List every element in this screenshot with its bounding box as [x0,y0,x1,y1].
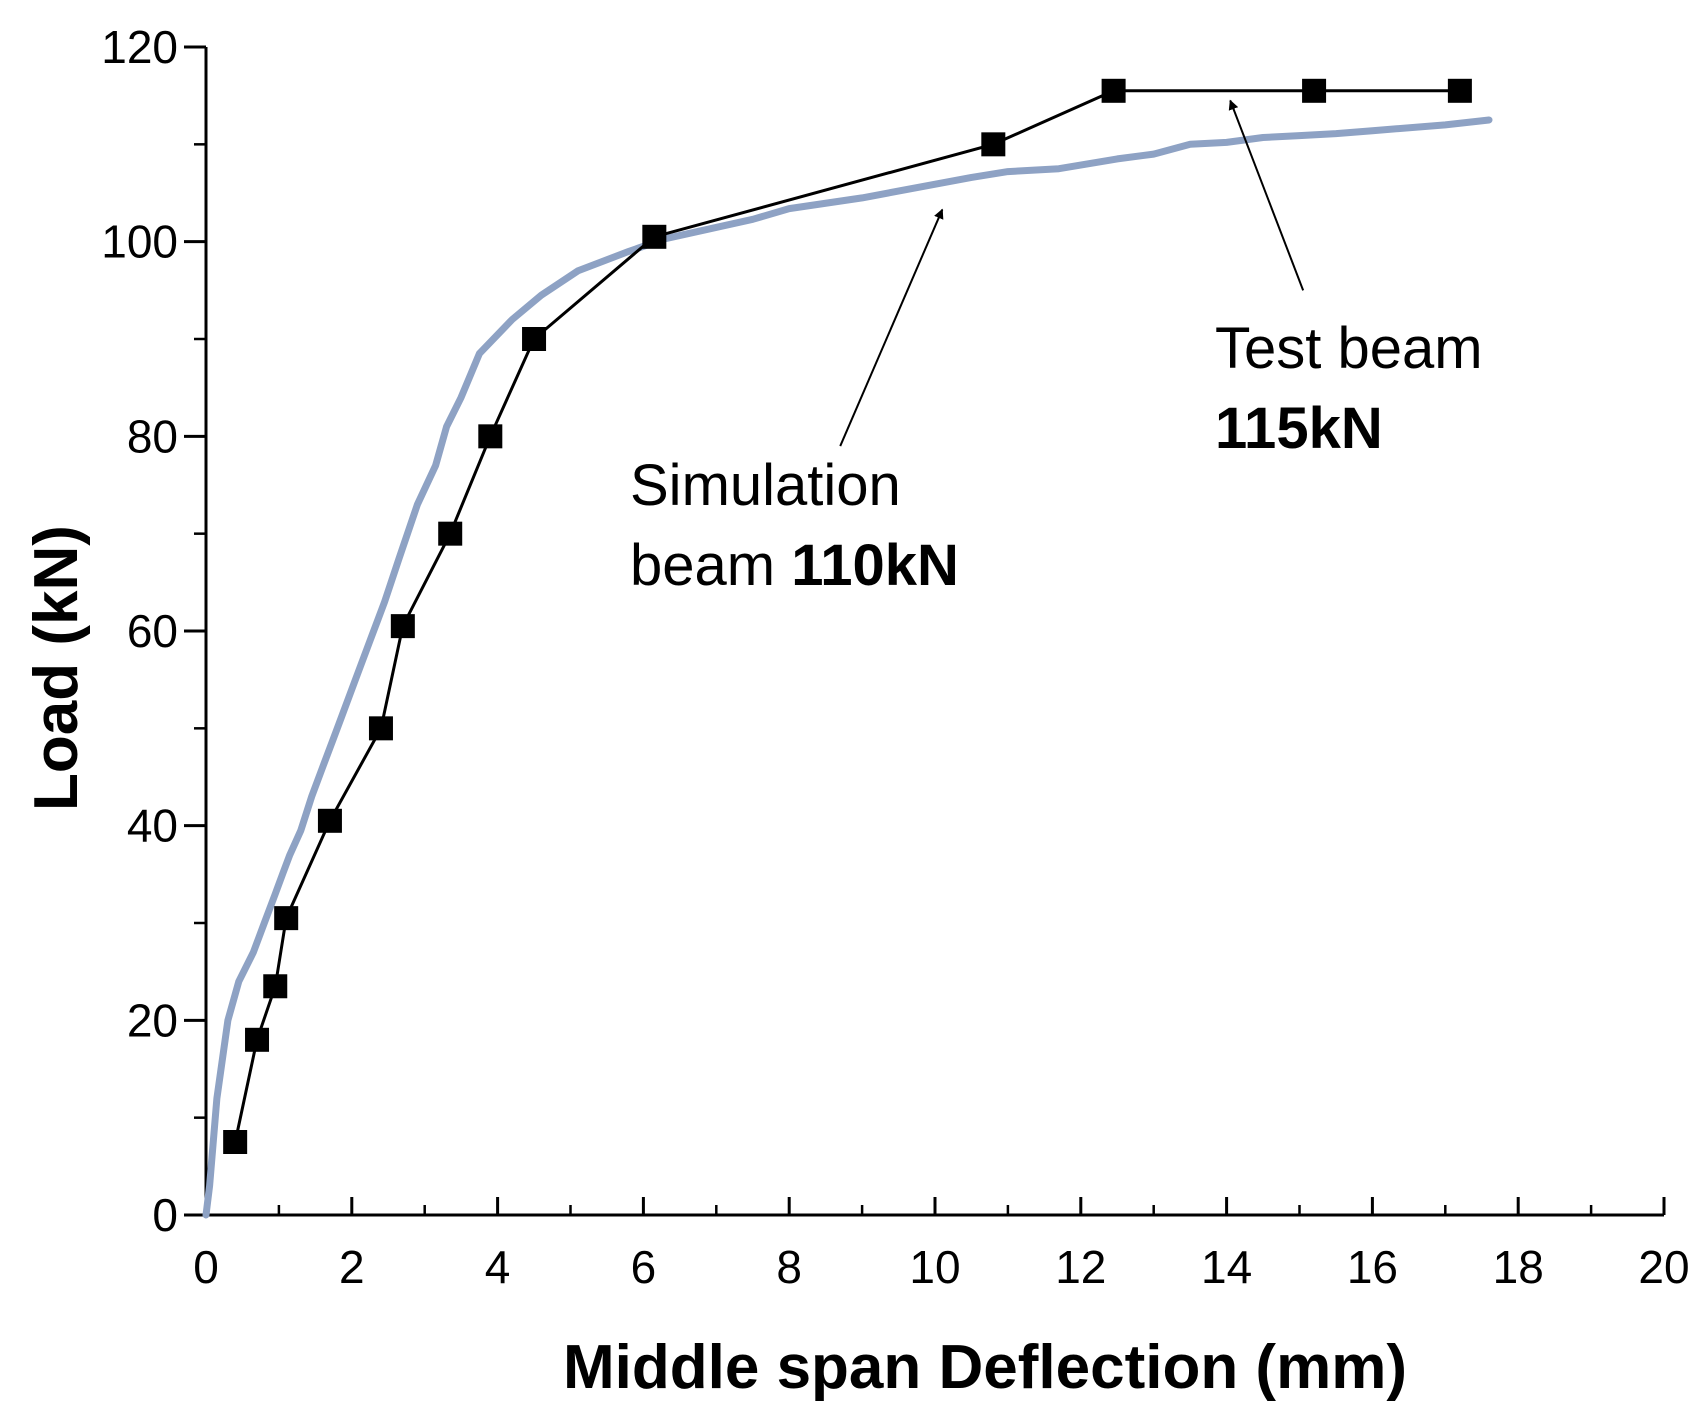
test-beam-marker [438,521,463,546]
simulation-annotation-text-normal: Simulation [630,453,901,518]
x-tick-label: 18 [1493,1241,1544,1293]
x-tick-label: 0 [193,1241,219,1293]
plot-area [202,78,1493,1219]
y-tick-label: 20 [127,994,178,1046]
test-beam-marker [981,132,1006,157]
test-beam-marker [223,1130,248,1154]
x-tick-label: 14 [1201,1241,1252,1293]
x-tick-label: 10 [909,1241,960,1293]
test-beam-marker [274,906,299,931]
test-beam-marker [245,1027,270,1052]
test-annotation-text-normal: Test beam [1215,316,1483,381]
annotations: Simulation beam 110kN Test beam 115kN [630,99,1483,598]
x-tick-label: 2 [339,1241,365,1293]
test-beam-marker [368,716,393,741]
y-tick-label: 0 [152,1189,178,1241]
x-tick-label: 20 [1638,1241,1689,1293]
x-tick-label: 16 [1347,1241,1398,1293]
y-axis-title: Load (kN) [22,525,91,811]
test-annotation-text-bold: 115kN [1215,396,1383,461]
simulation-annotation-text: Simulation [630,453,901,518]
y-tick-label: 40 [127,800,178,852]
x-tick-label: 4 [485,1241,511,1293]
test-beam-line [233,89,1460,1143]
simulation-annotation-text: beam 110kN [630,533,959,598]
test-beam-marker [390,614,415,639]
axes: 0 2 4 6 8 10 12 14 16 18 20 0 20 40 60 80 100 120 [101,21,1689,1293]
test-beam-marker [1447,78,1472,103]
test-beam-marker [317,808,342,833]
test-annotation-text: 115kN [1215,396,1383,461]
test-beam-marker [1302,78,1327,103]
y-tick-label: 100 [101,216,178,268]
simulation-annotation-text-normal: beam [630,533,791,598]
test-beam-marker [478,424,503,449]
x-axis-title: Middle span Deflection (mm) [563,1333,1407,1402]
simulation-beam-line [202,116,1493,1219]
x-tick-label: 6 [631,1241,657,1293]
test-annotation-arrow [1228,99,1305,291]
y-tick-label: 80 [127,410,178,462]
x-tick-label: 12 [1055,1241,1106,1293]
simulation-annotation-text-bold: 110kN [791,533,959,598]
test-beam-marker [263,974,288,999]
test-annotation-text: Test beam [1215,316,1483,381]
simulation-annotation-arrow [839,208,944,447]
test-beam-marker [522,327,547,351]
test-beam-marker [1101,78,1126,103]
test-beam-marker [642,224,667,249]
x-tick-label: 8 [776,1241,802,1293]
y-tick-label: 120 [101,21,178,73]
y-tick-label: 60 [127,605,178,657]
